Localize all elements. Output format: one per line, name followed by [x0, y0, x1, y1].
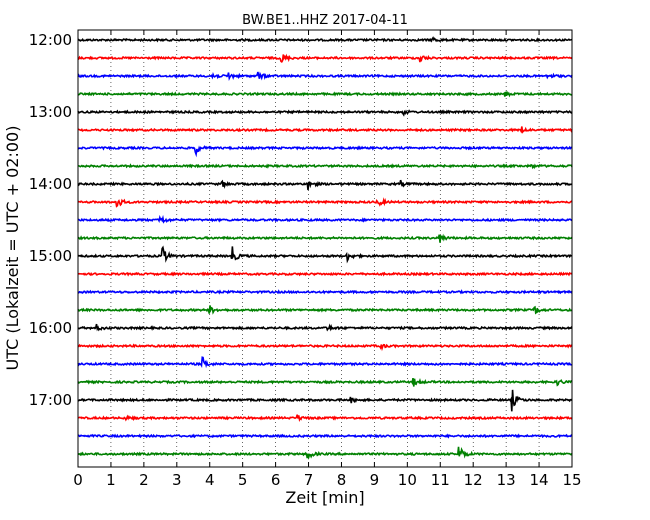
x-tick-label: 10 — [398, 471, 417, 489]
x-tick-label: 13 — [497, 471, 516, 489]
trace-1330 — [77, 145, 573, 158]
trace-1245 — [77, 90, 573, 98]
traces — [77, 36, 573, 461]
trace-1215 — [77, 53, 573, 64]
grid-lines — [110, 30, 540, 467]
x-tick-label: 2 — [139, 471, 149, 489]
trace-1645 — [77, 377, 573, 387]
y-tick-label: 16:00 — [29, 319, 72, 337]
trace-1345 — [77, 163, 573, 170]
y-axis-label: UTC (Lokalzeit = UTC + 02:00) — [3, 126, 22, 371]
trace-1315 — [77, 126, 573, 134]
trace-1430 — [77, 214, 573, 224]
trace-1415 — [77, 197, 573, 208]
y-axis: 12:00 13:00 14:00 15:00 16:00 17:00 — [29, 31, 572, 409]
x-tick-label: 0 — [73, 471, 83, 489]
x-tick-label: 11 — [431, 471, 450, 489]
y-tick-label: 14:00 — [29, 175, 72, 193]
x-tick-label: 6 — [271, 471, 281, 489]
x-tick-label: 14 — [530, 471, 549, 489]
x-tick-label: 15 — [562, 471, 581, 489]
trace-1200 — [77, 36, 573, 43]
trace-1400 — [77, 179, 573, 191]
trace-1300 — [77, 109, 573, 117]
plot-frame — [77, 29, 573, 468]
x-axis-label: Zeit [min] — [285, 488, 364, 507]
x-tick-label: 5 — [238, 471, 248, 489]
y-tick-label: 12:00 — [29, 31, 72, 49]
trace-1545 — [77, 305, 573, 315]
x-tick-label: 1 — [106, 471, 116, 489]
trace-1615 — [77, 343, 573, 352]
x-tick-label: 7 — [304, 471, 314, 489]
trace-1730 — [77, 433, 573, 439]
x-tick-label: 8 — [337, 471, 347, 489]
trace-1745 — [77, 446, 573, 461]
x-tick-label: 4 — [205, 471, 215, 489]
trace-1715 — [77, 414, 573, 422]
trace-1230 — [77, 71, 573, 82]
x-tick-label: 12 — [464, 471, 483, 489]
y-tick-label: 17:00 — [29, 391, 72, 409]
y-tick-label: 13:00 — [29, 103, 72, 121]
trace-1445 — [77, 233, 573, 243]
trace-1500 — [77, 245, 573, 264]
trace-1530 — [77, 289, 573, 295]
trace-1600 — [77, 323, 573, 332]
trace-1515 — [77, 271, 573, 277]
x-tick-label: 3 — [172, 471, 182, 489]
x-axis: 0 1 2 3 4 5 6 7 8 9 10 11 12 13 14 15 — [73, 30, 582, 489]
y-tick-label: 15:00 — [29, 247, 72, 265]
trace-1630 — [77, 356, 573, 369]
trace-1700 — [77, 389, 573, 412]
x-tick-label: 9 — [370, 471, 380, 489]
chart-title: BW.BE1..HHZ 2017-04-11 — [242, 13, 408, 28]
